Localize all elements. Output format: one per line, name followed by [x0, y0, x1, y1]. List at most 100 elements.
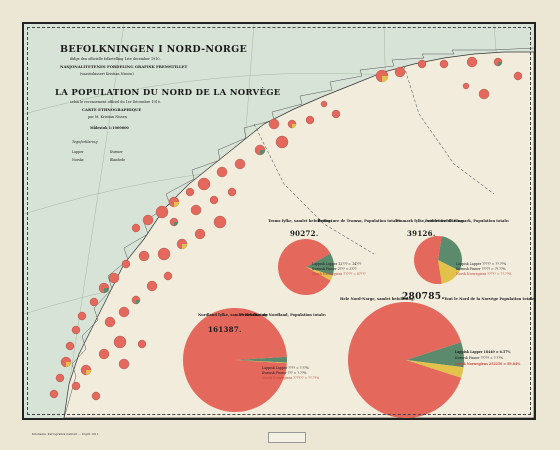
whole-pie-lapp-slice: [406, 342, 464, 368]
nordland-name-no: Nordland fylke, samlet befolkning:: [198, 313, 269, 317]
finmark-name-fr: Préfecture de Finmark, Population totale…: [425, 219, 510, 223]
county-borders: [253, 65, 495, 255]
settlement-dot: [118, 358, 130, 370]
map-canvas: [24, 24, 534, 418]
settlement-dot: [104, 316, 116, 328]
whole-total: 280785.: [402, 292, 445, 302]
author-french: par M. Kristian Nissen: [88, 115, 127, 119]
settlement-dot: [268, 118, 280, 130]
settlement-dot: [77, 311, 87, 321]
finmark-name-no: Finmark fylke, samlet befolkning:: [396, 219, 465, 223]
settlement-dot: [91, 391, 101, 401]
settlement-dot-minority-slice: [182, 244, 187, 249]
nordland-line-2: Kvænsk Finner ??? = ?.??%: [262, 371, 307, 375]
troms-line-3: Norsk Norwegiens 7???? = 8????: [312, 272, 366, 276]
district-pies: [183, 236, 464, 418]
settlement-dot: [108, 272, 120, 284]
whole-pie-norwegian-slice: [347, 302, 462, 418]
settlement-dot: [118, 306, 130, 318]
settlement-dot: [213, 215, 227, 229]
nordland-line-1: Lappisk Lapper ???? = ?.??%: [262, 366, 309, 370]
settlement-dot-minority-slice: [136, 300, 140, 304]
nordland-name-fr: Préfecture de Nordland, Population total…: [240, 313, 327, 317]
library-stamp: [268, 432, 306, 443]
settlement-dot: [320, 100, 328, 108]
settlement-dot: [142, 214, 154, 226]
settlement-dot: [209, 195, 219, 205]
troms-name-no: Troms fylke, samlet befolkning:: [268, 219, 332, 223]
settlement-dot: [197, 177, 211, 191]
nordland-pie-kven-slice: [235, 360, 287, 364]
settlement-dot: [138, 250, 150, 262]
settlement-dot: [157, 247, 171, 261]
settlement-dot: [146, 280, 158, 292]
whole-name-no: Hele Nord-Norge, samlet befolkning:: [340, 297, 415, 301]
settlement-dot: [185, 187, 195, 197]
settlement-dot: [513, 71, 523, 81]
settlement-dot: [466, 56, 478, 68]
title-french: LA POPULATION DU NORD DE LA NORVÈGE: [55, 88, 281, 98]
settlement-dot: [71, 325, 81, 335]
settlement-dot: [49, 389, 59, 399]
settlement-dot-minority-slice: [260, 150, 265, 155]
settlement-dot: [234, 158, 246, 170]
settlement-dot: [131, 223, 141, 233]
settlement-dot: [65, 341, 75, 351]
nordland-pie-norwegian-slice: [183, 308, 287, 413]
settlement-dot: [439, 59, 449, 69]
settlement-dot-minority-slice: [498, 62, 502, 66]
map-frame: [22, 22, 536, 420]
troms-pie-lapp-slice: [306, 253, 335, 276]
legend-item-2: Kvæner: [110, 150, 123, 154]
nordland-total: 161387.: [208, 325, 242, 334]
finmark-line-1: Lappisk Lapper ????? = ??.??%: [456, 262, 507, 266]
settlement-dot-minority-slice: [174, 222, 178, 226]
settlement-dot: [98, 348, 110, 360]
subtitle-norwegian: ifølge den officielle folketelling 1ste …: [70, 57, 161, 61]
settlement-dot: [275, 135, 289, 149]
settlement-dot: [121, 259, 131, 269]
settlement-dot: [194, 228, 206, 240]
finmark-line-3: Norsk Norwegiens ????? = ??.??%: [456, 272, 512, 276]
settlement-dot: [155, 205, 169, 219]
nordland-pie-lapp-slice: [235, 356, 288, 363]
settlement-dot: [417, 59, 427, 69]
scale-text: Målestok 1:1000000: [90, 126, 129, 130]
finmark-pie-norwegian-slice: [413, 236, 442, 285]
troms-pie-norwegian-slice: [278, 239, 331, 295]
settlement-dot: [462, 82, 470, 90]
bottom-note: Kristiania, Kartografisk institutt ... U…: [32, 432, 100, 436]
troms-line-2: Kvænsk Finner 2??? = 3???: [312, 267, 357, 271]
legend-item-1: Lapper: [72, 150, 84, 154]
legend-heading: Tegnforklaring: [72, 140, 98, 144]
coastline: [63, 47, 534, 418]
settlement-dot: [227, 187, 237, 197]
troms-line-1: Lappisk Lapper 12??? = 14???: [312, 262, 362, 266]
settlement-dot: [190, 204, 202, 216]
finmark-pie-kven-slice: [438, 260, 460, 284]
settlement-dot: [478, 88, 490, 100]
subtitle-norwegian-2: NASJONALITETENES FORDELING GRAFISK FREMS…: [60, 64, 188, 69]
whole-pie-kven-slice: [406, 360, 464, 378]
settlement-dot: [55, 373, 65, 383]
settlement-dot-minority-slice: [86, 370, 91, 375]
legend-item-3: Norske: [72, 158, 84, 162]
settlement-dot: [89, 297, 99, 307]
settlement-dots: [49, 56, 523, 401]
troms-name-fr: Préfecture de Tromsø, Population totale:: [318, 219, 401, 223]
settlement-dot: [163, 271, 173, 281]
finmark-total: 39126.: [407, 229, 436, 238]
settlement-dot: [216, 166, 228, 178]
whole-line-2: Kvænsk Finner ????? = ?.??%: [455, 356, 503, 360]
author-norwegian: (vaastiskissert Kristian Nissen): [80, 72, 134, 76]
settlement-dot-minority-slice: [66, 362, 71, 367]
whole-line-1: Lappisk Lapper 18449 = 6.57%: [455, 350, 511, 354]
nordland-line-3: Norsk Norwegiens ?????? = ??.??%: [262, 376, 320, 380]
settlement-dot: [331, 109, 341, 119]
whole-name-fr: Tout le Nord de la Norvège Population to…: [444, 297, 536, 301]
legend-item-4: Blandede: [110, 158, 126, 162]
troms-total: 90272.: [290, 229, 319, 238]
carte-ethnographique: CARTE ETHNOGRAPHIQUE: [82, 107, 142, 112]
settlement-dot: [71, 381, 81, 391]
